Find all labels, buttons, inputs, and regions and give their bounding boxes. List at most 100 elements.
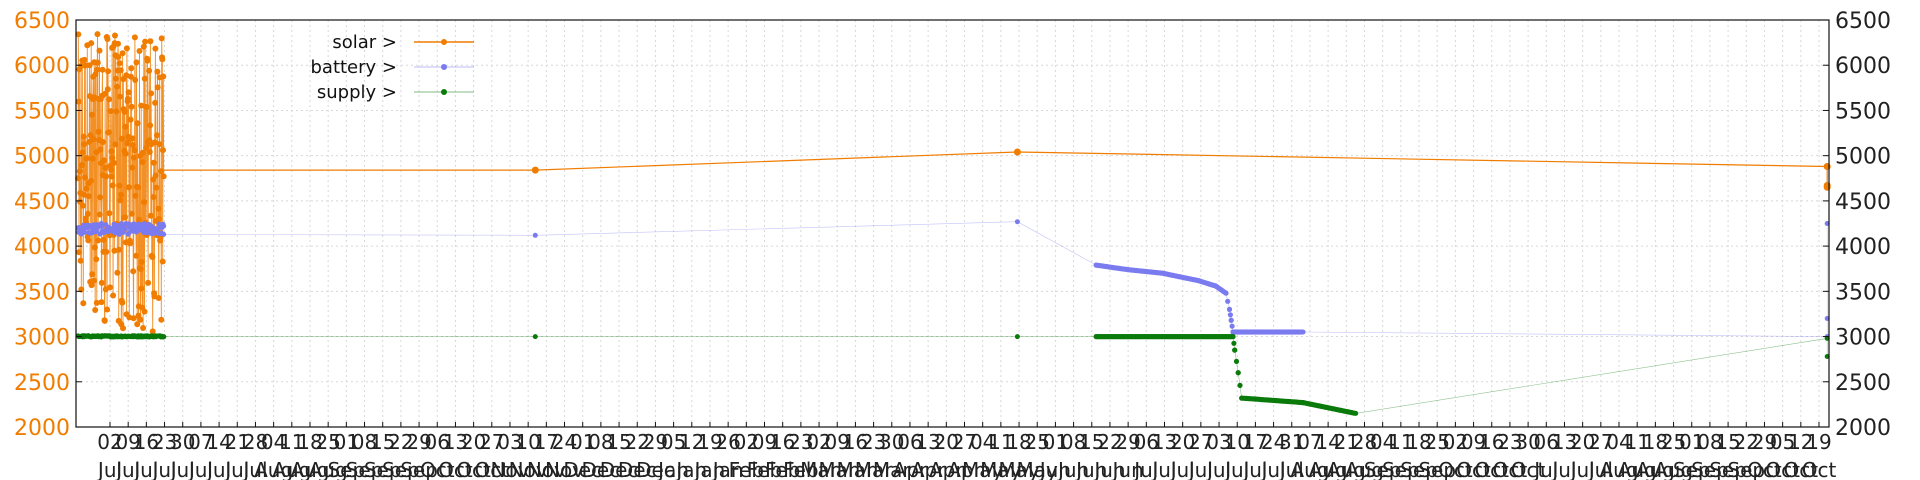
x-tick-month-label: Mar bbox=[818, 458, 857, 480]
x-tick-month-label: Oct bbox=[1474, 458, 1509, 480]
x-tick-day-label: 18 bbox=[1406, 430, 1431, 454]
data-point bbox=[1231, 340, 1237, 346]
y-tick-label-right: 5000 bbox=[1835, 145, 1891, 170]
x-tick-month-label: Sep bbox=[346, 458, 384, 480]
x-tick-day-label: 17 bbox=[1243, 430, 1268, 454]
x-tick-month-label: Sep bbox=[1418, 458, 1456, 480]
x-tick-month-label: Oct bbox=[1802, 458, 1837, 480]
x-tick-month-label: Jul bbox=[1241, 458, 1267, 480]
x-tick-month-label: Jul bbox=[1132, 458, 1158, 480]
x-tick-day-label: 14 bbox=[1315, 430, 1340, 454]
x-tick-day-label: 04 bbox=[261, 430, 286, 454]
y-tick-label-right: 3000 bbox=[1835, 326, 1891, 351]
x-tick-day-label: 11 bbox=[988, 430, 1013, 454]
x-tick-day-label: 04 bbox=[1370, 430, 1395, 454]
x-tick-month-label: Dec bbox=[582, 458, 621, 480]
x-tick-month-label: Apr bbox=[929, 458, 964, 480]
x-tick-day-label: 01 bbox=[1679, 430, 1704, 454]
x-tick-day-label: 22 bbox=[625, 430, 650, 454]
y-tick-label-right: 6500 bbox=[1835, 9, 1891, 34]
data-point bbox=[1299, 329, 1305, 335]
series-line bbox=[163, 221, 1828, 337]
legend-label: supply > bbox=[317, 82, 397, 103]
x-tick-day-label: 22 bbox=[1097, 430, 1122, 454]
x-tick-month-label: Sep bbox=[1400, 458, 1438, 480]
x-tick-day-label: 13 bbox=[1552, 430, 1577, 454]
x-tick-day-label: 14 bbox=[206, 430, 231, 454]
data-point bbox=[1014, 219, 1020, 225]
y-tick-label-right: 6000 bbox=[1835, 54, 1891, 79]
x-tick-day-label: 20 bbox=[934, 430, 959, 454]
x-tick-month-label: Dec bbox=[636, 458, 675, 480]
x-tick-month-label: Jul bbox=[114, 458, 140, 480]
x-tick-day-label: 09 bbox=[1461, 430, 1486, 454]
x-tick-day-label: 08 bbox=[1697, 430, 1722, 454]
x-tick-month-label: Jul bbox=[187, 458, 213, 480]
x-tick-day-label: 13 bbox=[443, 430, 468, 454]
x-tick-month-label: Jun bbox=[1038, 458, 1071, 480]
x-tick-day-label: 18 bbox=[297, 430, 322, 454]
x-tick-day-label: 03 bbox=[497, 430, 522, 454]
series-0 bbox=[75, 31, 1831, 335]
data-point bbox=[1237, 382, 1243, 388]
data-point bbox=[532, 232, 538, 238]
x-tick-month-label: Sep bbox=[364, 458, 402, 480]
x-tick-day-label: 28 bbox=[243, 430, 268, 454]
y-tick-label-left: 3500 bbox=[14, 280, 70, 305]
x-tick-day-label: 27 bbox=[1588, 430, 1613, 454]
x-tick-day-label: 01 bbox=[1043, 430, 1068, 454]
x-tick-day-label: 02 bbox=[1443, 430, 1468, 454]
x-tick-day-label: 11 bbox=[1624, 430, 1649, 454]
y-tick-label-left: 3000 bbox=[14, 326, 70, 351]
data-point bbox=[1228, 317, 1234, 323]
x-tick-day-label: 20 bbox=[1570, 430, 1595, 454]
x-tick-day-label: 02 bbox=[734, 430, 759, 454]
x-tick-day-label: 23 bbox=[788, 430, 813, 454]
y-tick-label-right: 2500 bbox=[1835, 371, 1891, 396]
data-point bbox=[1225, 298, 1231, 304]
x-tick-day-label: 24 bbox=[1261, 430, 1286, 454]
x-tick-month-label: Aug bbox=[254, 458, 293, 480]
x-tick-month-label: Mar bbox=[837, 458, 876, 480]
series-dense-line bbox=[77, 222, 164, 235]
series-2 bbox=[75, 333, 1830, 416]
x-tick-day-label: 04 bbox=[970, 430, 995, 454]
x-tick-day-label: 16 bbox=[770, 430, 795, 454]
x-tick-month-label: Mar bbox=[800, 458, 839, 480]
x-tick-month-label: Oct bbox=[1493, 458, 1528, 480]
x-tick-day-label: 15 bbox=[370, 430, 395, 454]
x-tick-day-label: 19 bbox=[697, 430, 722, 454]
x-tick-day-label: 23 bbox=[1497, 430, 1522, 454]
x-tick-month-label: Jul bbox=[1260, 458, 1286, 480]
x-tick-month-label: Nov bbox=[490, 458, 529, 480]
x-tick-day-label: 25 bbox=[1024, 430, 1049, 454]
x-tick-month-label: Nov bbox=[545, 458, 584, 480]
data-point bbox=[161, 231, 167, 237]
x-tick-month-label: Jul bbox=[1150, 458, 1176, 480]
x-tick-day-label: 10 bbox=[515, 430, 540, 454]
y-tick-label-right: 5500 bbox=[1835, 99, 1891, 124]
x-tick-month-label: Aug bbox=[1618, 458, 1657, 480]
x-tick-day-label: 06 bbox=[897, 430, 922, 454]
x-tick-day-label: 30 bbox=[879, 430, 904, 454]
x-tick-day-label: 29 bbox=[643, 430, 668, 454]
y-tick-label-left: 4000 bbox=[14, 235, 70, 260]
x-tick-month-label: Oct bbox=[1784, 458, 1819, 480]
data-point bbox=[1233, 358, 1240, 364]
x-tick-month-label: Oct bbox=[438, 458, 473, 480]
y-tick-label-left: 2000 bbox=[14, 416, 70, 441]
x-tick-day-label: 26 bbox=[715, 430, 740, 454]
data-point bbox=[1229, 323, 1235, 329]
data-point bbox=[531, 166, 539, 174]
x-tick-month-label: Oct bbox=[1747, 458, 1782, 480]
y-tick-label-right: 3500 bbox=[1835, 280, 1891, 305]
y-tick-label-left: 5500 bbox=[14, 99, 70, 124]
x-tick-day-label: 07 bbox=[1297, 430, 1322, 454]
data-point bbox=[532, 334, 538, 340]
legend-swatch-marker bbox=[441, 39, 447, 45]
x-tick-month-label: Aug bbox=[272, 458, 311, 480]
x-tick-day-label: 29 bbox=[406, 430, 431, 454]
y-tick-label-left: 5000 bbox=[14, 145, 70, 170]
x-tick-month-label: Sep bbox=[327, 458, 365, 480]
